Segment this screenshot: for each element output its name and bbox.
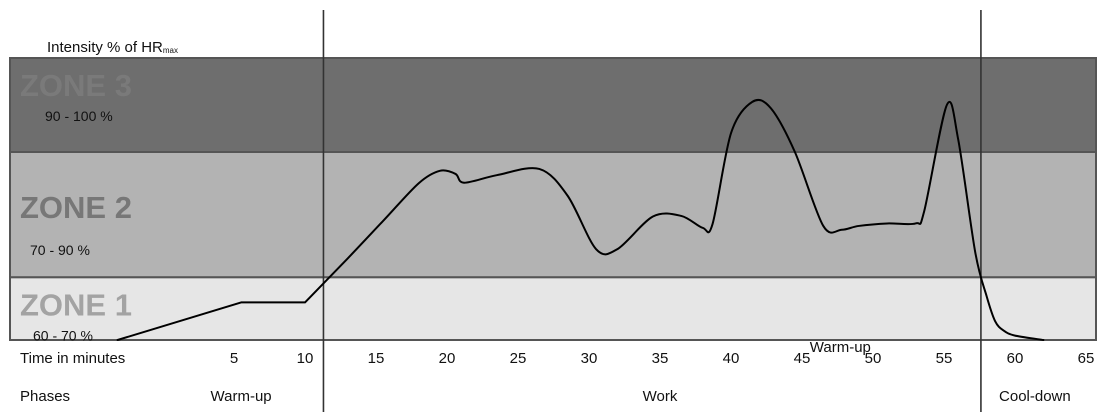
x-tick-label: 15 [368, 350, 385, 367]
x-axis-label: Time in minutes [20, 350, 125, 367]
zone-name-label: ZONE 3 [20, 68, 132, 103]
phase-label: Cool-down [999, 388, 1071, 405]
x-tick-label: 50 [865, 350, 882, 367]
phase-label: Work [643, 388, 678, 405]
zone-name-label: ZONE 2 [20, 190, 132, 225]
x-tick-label: 65 [1078, 350, 1095, 367]
x-tick-label: 35 [652, 350, 669, 367]
phase-labels: Warm-up Work Cool-down [211, 388, 1071, 405]
zone-band-2 [9, 151, 1097, 279]
zone-range-label: 90 - 100 % [45, 108, 113, 124]
x-tick-label: 5 [230, 350, 238, 367]
x-tick-label: 55 [936, 350, 953, 367]
x-tick-label: 25 [510, 350, 527, 367]
phase-label: Warm-up [211, 388, 272, 405]
phases-label: Phases [20, 388, 70, 405]
x-tick-label: 60 [1007, 350, 1024, 367]
x-tick-label: 45 [794, 350, 811, 367]
zone-band-3 [9, 57, 1097, 153]
y-axis-label: Intensity % of HRmax [47, 39, 178, 56]
zone-band-1 [9, 276, 1097, 342]
heart-rate-line [116, 98, 1045, 341]
zone-name-label: ZONE 1 [20, 287, 132, 322]
x-tick-label: 20 [439, 350, 456, 367]
zone-range-label: 60 - 70 % [33, 327, 93, 343]
x-tick-label: 40 [723, 350, 740, 367]
phase-dividers [322, 10, 982, 412]
zone-bands [9, 57, 1097, 342]
x-tick-label: 30 [581, 350, 598, 367]
x-tick-labels: 5 10 15 20 25 30 35 40 45 50 55 60 65 Warm-up [230, 339, 1095, 367]
x-tick-label: 10 [297, 350, 314, 367]
stray-warmup-label: Warm-up [810, 339, 871, 356]
zone-range-label: 70 - 90 % [30, 242, 90, 258]
zone-labels: ZONE 3 90 - 100 % ZONE 2 70 - 90 % ZONE 1 60 … [20, 68, 132, 343]
